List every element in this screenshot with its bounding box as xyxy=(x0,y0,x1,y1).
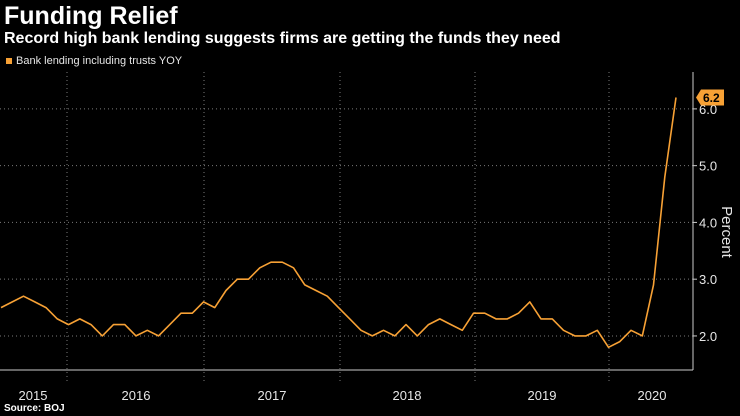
y-tick-label: 6.0 xyxy=(699,102,717,117)
grid xyxy=(0,72,693,382)
chart-title: Funding Relief xyxy=(4,2,178,30)
y-tick-label: 4.0 xyxy=(699,215,717,230)
legend-swatch xyxy=(6,58,12,64)
legend-label: Bank lending including trusts YOY xyxy=(16,55,183,67)
x-tick-label: 2016 xyxy=(122,388,151,403)
y-axis-title: Percent xyxy=(718,206,735,259)
legend: Bank lending including trusts YOY xyxy=(6,55,182,67)
chart-subtitle: Record high bank lending suggests firms … xyxy=(4,30,561,47)
x-tick-label: 2019 xyxy=(528,388,557,403)
x-tick-label: 2018 xyxy=(393,388,422,403)
plot-area: 6.2 xyxy=(0,89,724,349)
y-tick-label: 3.0 xyxy=(699,272,717,287)
y-tick-label: 5.0 xyxy=(699,159,717,174)
axes: 2.0 3.0 4.0 5.0 6.0 2015 2016 2017 2018 2019 2020 P… xyxy=(0,72,735,403)
last-value-badge xyxy=(696,89,724,106)
x-tick-label: 2020 xyxy=(638,388,667,403)
y-tick-label: 2.0 xyxy=(699,329,717,344)
last-value-label: 6.2 xyxy=(703,91,720,105)
source-note: Source: BOJ xyxy=(4,403,65,414)
series-line xyxy=(0,97,677,349)
x-tick-label: 2015 xyxy=(19,388,48,403)
x-tick-label: 2017 xyxy=(258,388,287,403)
